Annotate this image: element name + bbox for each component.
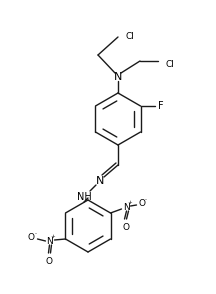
Text: F: F: [158, 101, 163, 111]
Text: O: O: [46, 258, 53, 266]
Text: Cl: Cl: [165, 59, 174, 69]
Text: +: +: [128, 201, 132, 206]
Text: +: +: [50, 235, 55, 240]
Text: N: N: [96, 176, 104, 186]
Text: O: O: [138, 200, 145, 208]
Text: NH: NH: [77, 192, 91, 202]
Text: N: N: [123, 203, 130, 211]
Text: O: O: [28, 233, 35, 243]
Text: N: N: [114, 72, 122, 82]
Text: -: -: [145, 198, 146, 203]
Text: Cl: Cl: [125, 31, 134, 41]
Text: -: -: [35, 231, 37, 236]
Text: N: N: [46, 236, 53, 245]
Text: O: O: [122, 223, 129, 231]
